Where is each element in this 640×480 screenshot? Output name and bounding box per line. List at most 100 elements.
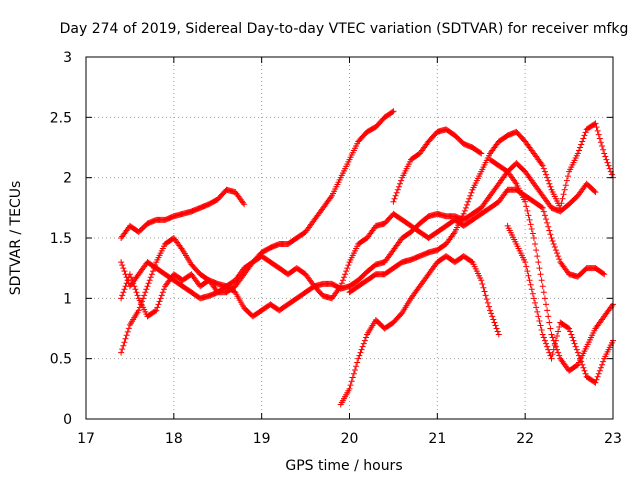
series-sat-i: [504, 222, 616, 386]
y-tick-label: 0.5: [50, 352, 72, 368]
data-point: [525, 272, 532, 279]
data-point: [556, 323, 563, 330]
data-point: [490, 316, 497, 323]
data-point: [581, 367, 588, 374]
data-point: [545, 223, 552, 230]
data-point: [543, 301, 550, 308]
data-point: [338, 280, 345, 287]
data-point: [550, 346, 557, 353]
data-point: [548, 235, 555, 241]
data-point: [579, 138, 586, 145]
data-point: [597, 364, 604, 371]
data-point: [348, 378, 355, 385]
x-tick-label: 23: [604, 431, 622, 447]
y-tick-label: 3: [63, 50, 72, 66]
series-sat-c: [118, 160, 599, 356]
data-point: [121, 286, 128, 293]
data-point: [341, 274, 348, 281]
data-point: [349, 374, 356, 381]
data-point: [524, 268, 531, 275]
data-point: [533, 247, 540, 254]
data-point: [124, 328, 131, 335]
data-point: [390, 198, 397, 205]
data-point: [559, 195, 566, 202]
data-point: [573, 362, 580, 369]
data-point: [539, 331, 546, 338]
data-point: [534, 308, 541, 315]
data-point: [119, 346, 126, 353]
data-point: [544, 174, 551, 181]
data-point: [241, 201, 248, 208]
data-point: [149, 268, 156, 275]
data-point: [478, 150, 485, 157]
data-point: [549, 238, 556, 245]
data-point: [569, 334, 576, 341]
data-point: [122, 335, 129, 342]
data-point: [552, 247, 559, 254]
y-tick-label: 0: [63, 412, 72, 428]
data-point: [595, 370, 602, 377]
data-point: [465, 198, 472, 205]
data-point: [494, 328, 501, 335]
data-point: [596, 367, 603, 374]
data-point: [582, 129, 589, 136]
data-point: [463, 201, 470, 208]
data-point: [132, 286, 139, 293]
data-point: [591, 188, 598, 195]
data-point: [120, 342, 127, 349]
y-axis-label: SDTVAR / TECUs: [8, 181, 24, 296]
data-point: [529, 230, 536, 237]
data-point: [538, 204, 545, 211]
data-marks: [118, 108, 616, 408]
x-tick-label: 20: [341, 431, 359, 447]
x-axis-label: GPS time / hours: [285, 458, 402, 474]
y-axis-ticks: 0 0.5 1 1.5 2 2.5 3: [50, 50, 613, 428]
data-point: [545, 313, 552, 320]
data-point: [118, 295, 125, 302]
data-point: [541, 168, 548, 175]
data-point: [529, 290, 536, 297]
data-point: [546, 319, 553, 326]
data-point: [541, 337, 548, 344]
data-point: [140, 295, 147, 302]
data-point: [157, 295, 164, 302]
data-point: [484, 299, 491, 306]
data-point: [608, 171, 615, 178]
data-point: [526, 216, 533, 223]
data-point: [539, 204, 546, 211]
data-point: [543, 171, 550, 178]
data-point: [541, 295, 548, 302]
data-point: [122, 271, 129, 278]
data-point: [544, 219, 551, 226]
data-point: [596, 135, 603, 142]
data-point: [491, 319, 498, 326]
data-point: [144, 283, 151, 290]
data-point: [362, 334, 369, 341]
data-point: [137, 301, 144, 308]
data-point: [138, 298, 145, 305]
data-point: [119, 292, 126, 299]
data-point: [533, 304, 540, 311]
data-point: [574, 349, 581, 356]
data-point: [523, 263, 530, 270]
data-point: [337, 283, 344, 290]
x-tick-label: 21: [428, 431, 446, 447]
data-point: [539, 162, 546, 169]
data-point: [540, 334, 547, 341]
data-point: [566, 325, 573, 332]
data-point: [556, 352, 563, 359]
data-point: [578, 358, 585, 365]
data-point: [568, 331, 575, 338]
data-point: [546, 227, 553, 234]
data-point: [535, 313, 542, 320]
data-point: [538, 277, 545, 284]
data-point: [119, 262, 126, 269]
data-point: [478, 277, 485, 284]
data-point: [595, 131, 602, 138]
data-point: [578, 141, 585, 148]
data-point: [155, 301, 162, 308]
x-axis-ticks: 17 18 19 20 21 22 23: [77, 57, 622, 447]
data-point: [487, 307, 494, 314]
data-point: [361, 337, 368, 344]
data-point: [563, 177, 570, 184]
